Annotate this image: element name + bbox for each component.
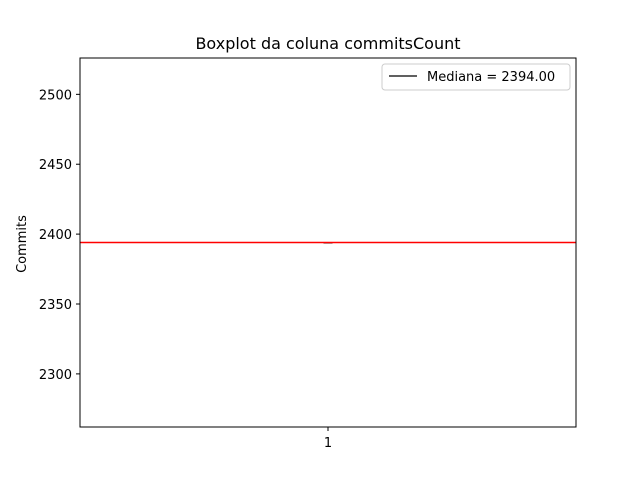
x-axis: 1: [324, 427, 332, 451]
legend-frame: [381, 63, 571, 91]
y-tick-label: 2400: [39, 228, 72, 243]
y-tick-label: 2450: [39, 158, 72, 173]
plot-area: [80, 241, 576, 244]
chart-title: Boxplot da coluna commitsCount: [195, 34, 460, 53]
y-tick-label: 2350: [39, 298, 72, 313]
x-tick-label: 1: [324, 436, 332, 451]
y-tick-label: 2500: [39, 88, 72, 103]
y-axis-label: Commits: [15, 215, 30, 273]
y-axis: 2300 2350 2400 2450 2500: [39, 88, 80, 383]
axes-frame: [79, 57, 577, 428]
legend: Mediana = 2394.00: [381, 63, 571, 91]
legend-median-label: Mediana = 2394.00: [427, 70, 555, 85]
y-tick-label: 2300: [39, 368, 72, 383]
